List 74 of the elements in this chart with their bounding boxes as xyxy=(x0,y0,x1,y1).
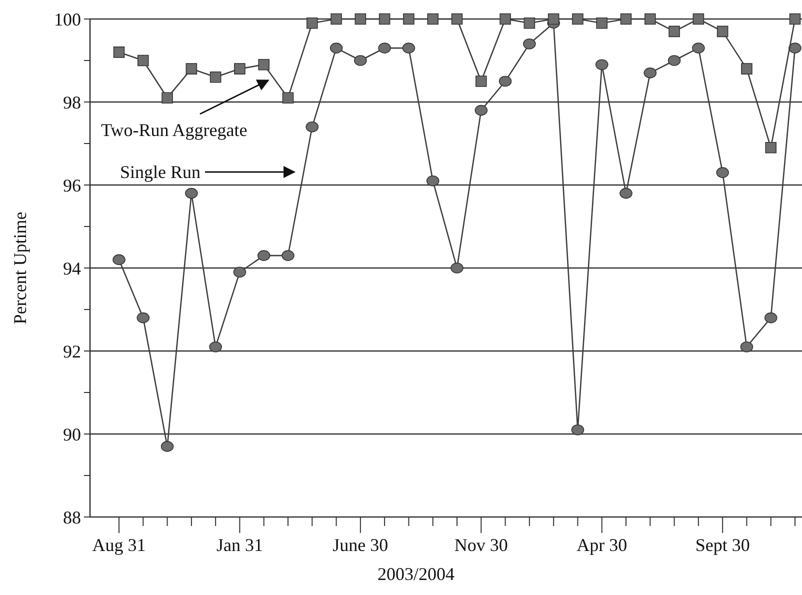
point xyxy=(741,63,752,74)
series-label: Two-Run Aggregate xyxy=(101,120,248,140)
point xyxy=(354,13,366,25)
point xyxy=(186,63,198,74)
point xyxy=(185,188,198,199)
point xyxy=(234,63,246,74)
point xyxy=(378,42,391,54)
point xyxy=(500,13,511,25)
x-tick-label: Aug 31 xyxy=(92,534,146,555)
point xyxy=(451,13,463,25)
point xyxy=(548,13,560,25)
point xyxy=(209,341,222,352)
point xyxy=(474,104,488,116)
point xyxy=(450,262,464,274)
x-tick-label: Jan 31 xyxy=(216,534,263,555)
point xyxy=(210,71,222,83)
point xyxy=(716,167,729,178)
point xyxy=(427,13,438,25)
y-tick-label: 94 xyxy=(63,258,81,278)
x-axis-title: 2003/2004 xyxy=(377,564,455,584)
y-tick-label: 98 xyxy=(63,92,81,112)
point xyxy=(112,254,126,266)
point xyxy=(523,38,536,50)
point xyxy=(595,59,608,70)
point xyxy=(354,55,367,66)
point xyxy=(113,46,125,58)
point xyxy=(692,13,704,25)
point xyxy=(644,13,656,25)
point xyxy=(330,13,342,25)
y-axis-title: Percent Uptime xyxy=(10,212,30,324)
point xyxy=(716,26,728,38)
point xyxy=(596,18,608,29)
x-tick-label: Nov 30 xyxy=(454,534,508,555)
point xyxy=(668,55,681,66)
point xyxy=(571,424,584,436)
point xyxy=(403,13,414,25)
point xyxy=(668,26,680,38)
point xyxy=(572,13,584,25)
y-tick-label: 90 xyxy=(63,424,81,444)
point xyxy=(233,266,246,278)
point xyxy=(330,42,343,54)
x-tick-label: Apr 30 xyxy=(576,534,628,555)
point xyxy=(162,92,173,104)
y-tick-label: 96 xyxy=(63,175,81,196)
point xyxy=(644,68,657,78)
point xyxy=(282,92,294,104)
point xyxy=(740,341,754,352)
x-tick-label: June 30 xyxy=(332,534,388,555)
point xyxy=(136,312,150,324)
y-tick-label: 88 xyxy=(63,507,81,528)
point xyxy=(620,13,632,25)
point xyxy=(378,13,390,25)
y-tick-label: 92 xyxy=(63,341,81,362)
point xyxy=(306,18,318,29)
point xyxy=(476,76,487,87)
point xyxy=(692,42,705,54)
point xyxy=(765,142,776,154)
point xyxy=(426,175,440,186)
point xyxy=(306,122,319,132)
point xyxy=(138,54,149,66)
x-tick-label: Sept 30 xyxy=(695,534,750,555)
point xyxy=(282,250,294,261)
point xyxy=(258,59,270,70)
point xyxy=(524,18,536,29)
point xyxy=(257,250,270,261)
point xyxy=(402,42,416,54)
series-label: Single Run xyxy=(120,162,201,182)
point xyxy=(789,13,801,25)
point xyxy=(764,312,778,324)
point xyxy=(498,76,512,87)
point xyxy=(788,42,802,54)
y-tick-label: 100 xyxy=(54,9,81,30)
point xyxy=(160,441,174,452)
point xyxy=(620,188,632,199)
